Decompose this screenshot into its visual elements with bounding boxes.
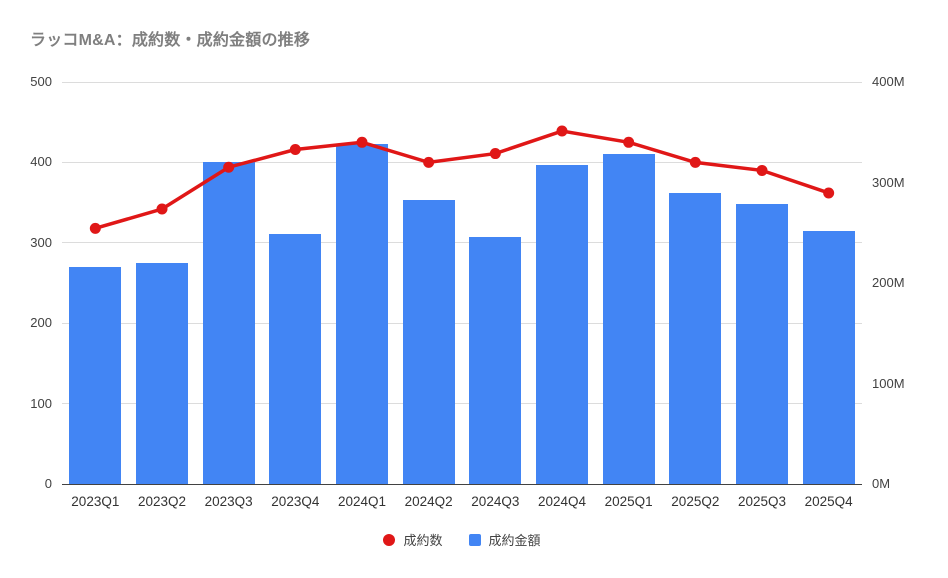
x-axis-baseline	[62, 483, 862, 485]
point-2025Q1[interactable]	[623, 136, 635, 148]
x-axis-label-2025Q4: 2025Q4	[804, 494, 853, 509]
plot-area	[62, 81, 862, 485]
bar-2023Q3[interactable]	[202, 162, 255, 484]
point-2025Q3[interactable]	[756, 164, 768, 176]
gridline	[62, 161, 862, 163]
right-axis-tick-label: 200M	[872, 275, 905, 290]
x-axis-label-2023Q2: 2023Q2	[137, 494, 187, 509]
legend-item-contract-amount[interactable]: 成約金額	[468, 530, 541, 549]
left-axis-tick-label: 100	[30, 395, 52, 411]
x-axis-label-2024Q4: 2024Q4	[537, 494, 587, 509]
legend-circle-marker-icon	[383, 533, 396, 546]
x-axis-label-2024Q3: 2024Q3	[471, 494, 520, 509]
bar-2025Q1[interactable]	[602, 154, 655, 484]
line-path	[94, 129, 830, 231]
gridline	[62, 322, 862, 324]
left-axis-tick-label: 500	[30, 74, 52, 89]
bar-2024Q4[interactable]	[536, 165, 588, 484]
point-2024Q1[interactable]	[356, 136, 368, 148]
x-axis-label-2025Q2: 2025Q2	[671, 494, 720, 509]
x-axis-label-2023Q3: 2023Q3	[204, 494, 253, 509]
bar-2024Q1[interactable]	[336, 144, 388, 484]
line-series	[89, 125, 835, 234]
point-2025Q2[interactable]	[689, 156, 701, 168]
legend-label-contract-amount: 成約金額	[488, 533, 541, 548]
chart-title: ラッコM&A：成約数・成約金額の推移	[30, 32, 311, 49]
right-axis-tick-label: 0M	[872, 476, 891, 491]
left-axis-tick-label: 400	[30, 154, 52, 170]
point-2023Q4[interactable]	[289, 144, 301, 156]
legend-item-contract-count[interactable]: 成約数	[383, 530, 443, 549]
point-2023Q1[interactable]	[89, 222, 101, 234]
legend: 成約数 成約金額	[62, 530, 862, 549]
point-2023Q2[interactable]	[156, 203, 168, 215]
point-2023Q3[interactable]	[223, 161, 235, 173]
left-axis-tick-label: 0	[44, 476, 52, 491]
x-axis-label-2024Q1: 2024Q1	[337, 494, 387, 509]
point-2024Q2[interactable]	[423, 156, 435, 168]
bar-2023Q4[interactable]	[269, 233, 322, 484]
bar-2025Q2[interactable]	[669, 192, 722, 484]
bar-2023Q2[interactable]	[136, 262, 188, 484]
legend-square-marker-icon	[468, 533, 481, 546]
point-2024Q4[interactable]	[556, 125, 568, 137]
x-axis-label-2025Q3: 2025Q3	[737, 494, 787, 509]
left-axis-tick-label: 300	[30, 234, 52, 250]
bar-2024Q2[interactable]	[402, 199, 455, 484]
bar-2024Q3[interactable]	[469, 236, 522, 484]
point-2024Q3[interactable]	[489, 148, 501, 160]
right-axis-tick-label: 400M	[872, 74, 905, 89]
point-2025Q4[interactable]	[823, 187, 835, 199]
gridline	[62, 403, 862, 405]
gridline	[62, 242, 862, 244]
x-axis-label-2025Q1: 2025Q1	[604, 494, 653, 509]
bar-2023Q1[interactable]	[69, 266, 122, 484]
right-axis-tick-label: 300M	[872, 174, 905, 190]
gridline	[62, 81, 862, 83]
right-axis-tick-label: 100M	[872, 375, 905, 391]
legend-label-contract-count: 成約数	[403, 533, 443, 548]
x-axis-label-2024Q2: 2024Q2	[404, 494, 453, 509]
x-axis-label-2023Q1: 2023Q1	[71, 494, 120, 509]
left-axis-tick-label: 200	[30, 315, 52, 331]
x-axis-label-2023Q4: 2023Q4	[271, 494, 320, 509]
bar-2025Q4[interactable]	[802, 230, 855, 484]
bar-2025Q3[interactable]	[736, 203, 788, 484]
